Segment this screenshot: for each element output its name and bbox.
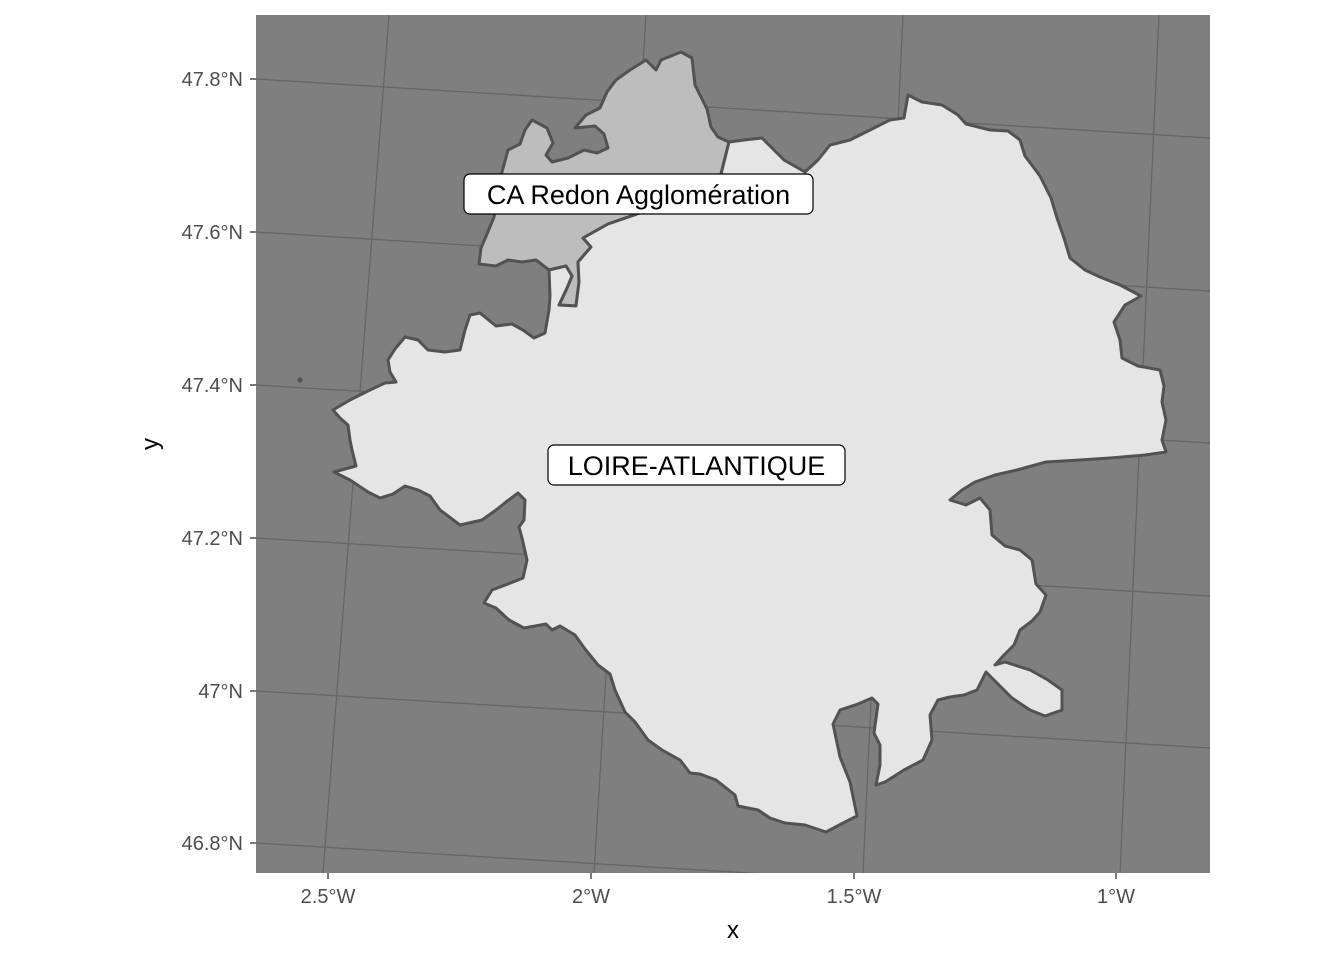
x-axis: 2.5°W 2°W 1.5°W 1°W [301, 873, 1135, 908]
label-box-loire-atlantique [547, 444, 846, 486]
label-text-ca-redon: CA Redon Agglomération [487, 180, 790, 210]
x-tick-label: 2°W [572, 886, 610, 908]
y-axis: 47.8°N 47.6°N 47.4°N 47.2°N 47°N 46.8°N [182, 69, 256, 855]
label-loire-atlantique: LOIRE-ATLANTIQUE [547, 444, 846, 486]
y-tick-label: 47.8°N [182, 69, 243, 91]
y-tick-label: 47°N [198, 681, 243, 703]
y-tick-label: 47.4°N [182, 375, 243, 397]
x-tick-label: 2.5°W [301, 886, 356, 908]
y-tick-label: 47.2°N [182, 528, 243, 550]
graticule-parallel-47.8n [256, 78, 1210, 139]
x-tick-label: 1°W [1097, 886, 1135, 908]
label-ca-redon: CA Redon Agglomération [463, 173, 814, 215]
y-tick-label: 47.6°N [182, 222, 243, 244]
label-text-loire-atlantique: LOIRE-ATLANTIQUE [568, 451, 826, 481]
y-tick-label: 46.8°N [182, 833, 243, 855]
island [297, 377, 303, 383]
label-box-ca-redon [463, 173, 814, 215]
y-axis-title: y [137, 438, 164, 450]
graticule-parallel-46.8n [256, 842, 761, 873]
x-tick-label: 1.5°W [827, 886, 882, 908]
x-axis-title: x [727, 917, 739, 944]
